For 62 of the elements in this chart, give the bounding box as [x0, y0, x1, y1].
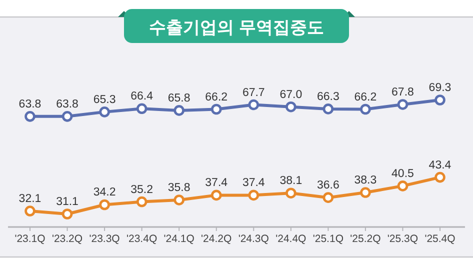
- data-label: 67.7: [242, 86, 265, 99]
- point: [360, 187, 371, 198]
- chart-title: 수출기업의 무역집중도: [149, 18, 324, 37]
- x-tick-label: '24.3Q: [238, 233, 269, 245]
- point: [24, 111, 36, 122]
- point: [434, 172, 446, 183]
- data-label: 63.8: [18, 98, 42, 110]
- point: [62, 208, 73, 220]
- point: [397, 99, 408, 110]
- point: [286, 188, 296, 199]
- point: [174, 105, 184, 116]
- x-tick-label: '23.2Q: [52, 233, 83, 245]
- point: [434, 94, 446, 106]
- data-label: 38.3: [354, 174, 377, 187]
- data-label: 66.4: [130, 90, 154, 103]
- data-label: 32.1: [18, 193, 42, 206]
- data-label: 65.3: [93, 94, 116, 106]
- data-label: 63.8: [56, 98, 78, 110]
- title: 수출기업의 무역집중도: [118, 9, 355, 43]
- point: [24, 206, 36, 216]
- point: [322, 104, 334, 114]
- point: [136, 103, 148, 114]
- data-label: 67.0: [280, 88, 302, 101]
- point: [174, 194, 184, 206]
- point: [248, 190, 260, 201]
- x-tick-label: '25.3Q: [387, 233, 418, 245]
- data-label: 66.3: [316, 90, 340, 103]
- point: [322, 192, 334, 203]
- x-tick-label: '25.1Q: [312, 233, 344, 245]
- point: [210, 104, 222, 115]
- point: [248, 99, 260, 110]
- point: [136, 196, 148, 208]
- data-label: 66.2: [205, 91, 228, 104]
- x-tick-label: '24.2Q: [201, 233, 232, 245]
- data-label: 40.5: [392, 168, 414, 180]
- data-label: 43.4: [428, 159, 452, 172]
- point: [397, 180, 408, 192]
- x-tick-label: '23.3Q: [89, 233, 120, 245]
- data-label: 34.2: [93, 186, 116, 199]
- data-label: 35.8: [168, 182, 190, 194]
- point: [99, 106, 110, 118]
- x-tick-label: '23.4Q: [126, 233, 158, 245]
- x-tick-label: '24.4Q: [276, 233, 306, 245]
- data-label: 37.4: [205, 177, 228, 190]
- point: [210, 190, 222, 201]
- x-tick-label: '24.1Q: [164, 233, 194, 245]
- data-label: 67.8: [392, 86, 414, 98]
- x-tick-label: '23.1Q: [14, 233, 46, 245]
- data-label: 66.2: [354, 91, 377, 104]
- x-tick-label: '25.2Q: [350, 233, 381, 245]
- data-label: 38.1: [280, 175, 302, 188]
- data-label: 65.8: [168, 92, 190, 104]
- point: [62, 111, 73, 122]
- x-tick-label: '25.4Q: [424, 233, 456, 245]
- data-label: 31.1: [56, 196, 78, 208]
- point: [360, 104, 371, 115]
- data-label: 35.2: [130, 184, 154, 196]
- point: [99, 199, 110, 210]
- point: [286, 101, 296, 112]
- data-label: 36.6: [316, 180, 340, 192]
- data-label: 69.3: [428, 82, 452, 94]
- data-label: 37.4: [242, 177, 266, 190]
